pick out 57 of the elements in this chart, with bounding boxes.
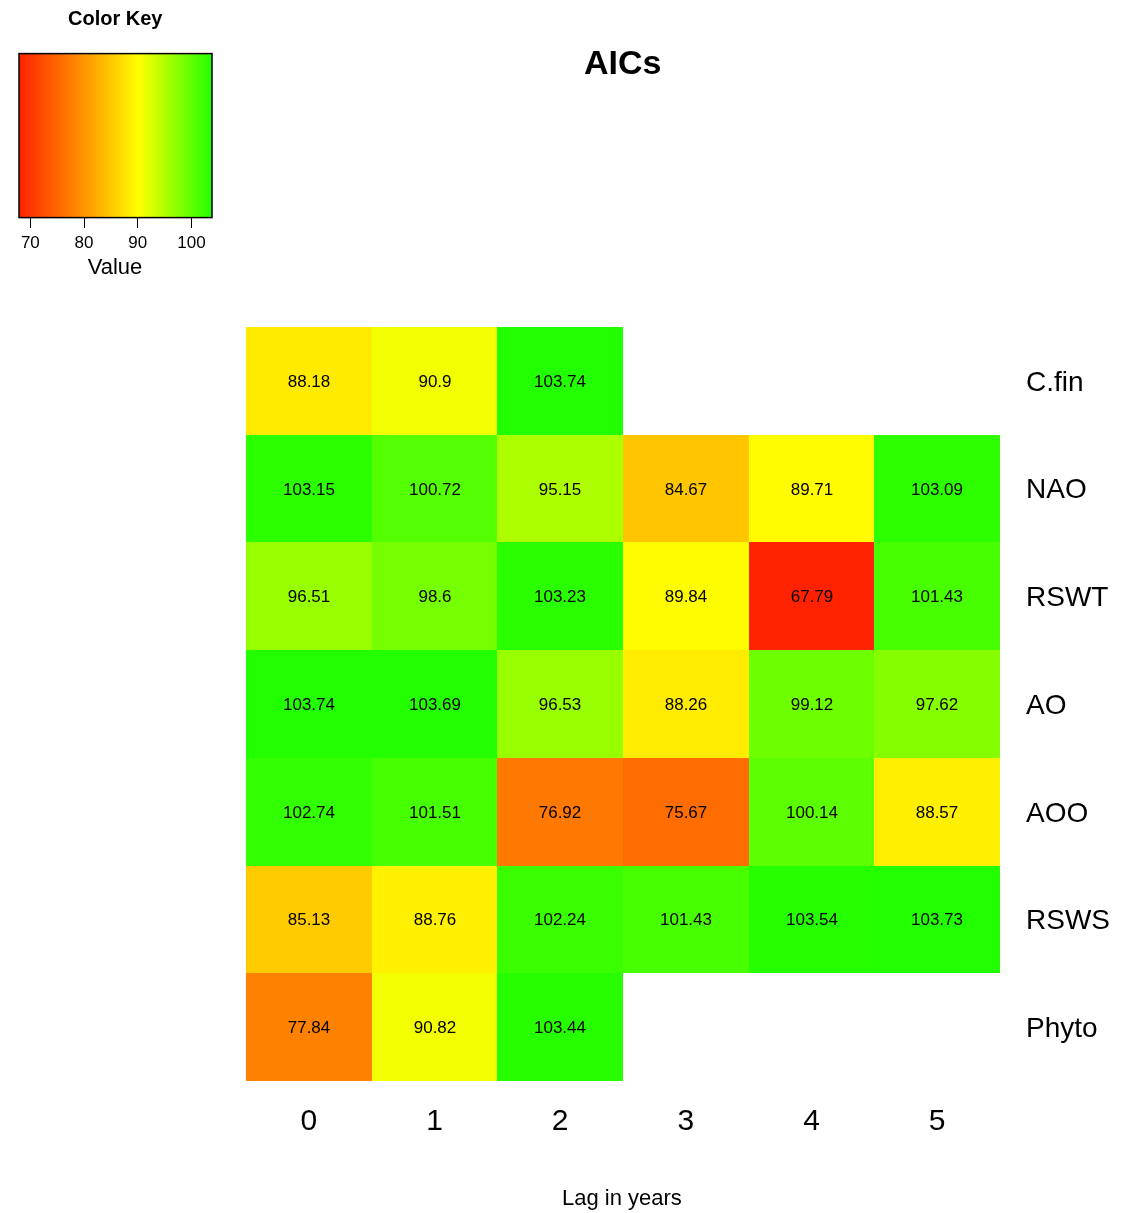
data-label: 99.12 — [790, 694, 834, 714]
data-label: 102.24 — [534, 909, 586, 929]
data-label: 103.73 — [911, 909, 963, 929]
x-tick-label: 4 — [803, 1103, 820, 1136]
y-tick-label: NAO — [1026, 473, 1087, 505]
y-tick-label: AOO — [1026, 796, 1089, 828]
x-tick-label: 2 — [551, 1103, 569, 1136]
data-label: 88.18 — [287, 371, 331, 391]
data-label: 88.57 — [915, 802, 959, 822]
color-bar-label: 100 — [177, 233, 206, 253]
x-tick-label: 1 — [426, 1103, 443, 1136]
data-label: 103.74 — [534, 371, 586, 391]
data-label: 90.82 — [413, 1017, 457, 1037]
data-label: 89.84 — [664, 586, 708, 606]
data-label: 102.74 — [283, 802, 335, 822]
data-label: 101.43 — [911, 586, 963, 606]
data-label: 103.15 — [283, 479, 335, 499]
x-tick-label: 0 — [300, 1103, 318, 1136]
data-label: 103.23 — [534, 586, 586, 606]
color-bar-label: 70 — [20, 233, 40, 253]
y-tick-label: RSWS — [1026, 904, 1110, 936]
text: Color Key — [68, 7, 164, 29]
data-label: 77.84 — [287, 1017, 331, 1037]
data-label: 101.51 — [409, 802, 461, 822]
x-tick-label: 5 — [928, 1103, 946, 1136]
data-label: 88.76 — [413, 909, 457, 929]
y-tick-label: C.fin — [1026, 365, 1084, 397]
x-axis-title: Lag in years — [562, 1185, 682, 1210]
data-label: 100.72 — [409, 479, 461, 499]
y-tick-label: AO — [1026, 688, 1067, 720]
color-bar-title: Value — [87, 254, 143, 280]
color-bar-label: 90 — [128, 233, 148, 253]
data-label: 67.79 — [790, 586, 834, 606]
data-label: 101.43 — [660, 909, 712, 929]
data-label: 96.53 — [538, 694, 582, 714]
data-label: 95.15 — [538, 479, 582, 499]
data-label: 89.71 — [790, 479, 834, 499]
y-tick-label: Phyto — [1026, 1011, 1098, 1043]
data-label: 100.14 — [786, 802, 838, 822]
data-label: 103.74 — [283, 694, 335, 714]
y-tick-label: RSWT — [1026, 581, 1109, 613]
data-label: 88.26 — [664, 694, 708, 714]
data-label: 84.67 — [664, 479, 708, 499]
data-label: 98.6 — [418, 586, 452, 606]
data-label: 97.62 — [915, 694, 959, 714]
chart-title: AICs — [584, 43, 662, 81]
x-tick-label: 3 — [677, 1103, 695, 1136]
data-label: 103.54 — [786, 909, 838, 929]
color-bar-label: 80 — [74, 233, 94, 253]
data-label: 103.09 — [911, 479, 963, 499]
data-label: 90.9 — [418, 371, 452, 391]
data-label: 103.44 — [534, 1017, 586, 1037]
data-label: 85.13 — [287, 909, 331, 929]
data-label: 76.92 — [538, 802, 582, 822]
data-label: 75.67 — [664, 802, 708, 822]
data-label: 96.51 — [287, 586, 331, 606]
data-label: 103.69 — [409, 694, 461, 714]
